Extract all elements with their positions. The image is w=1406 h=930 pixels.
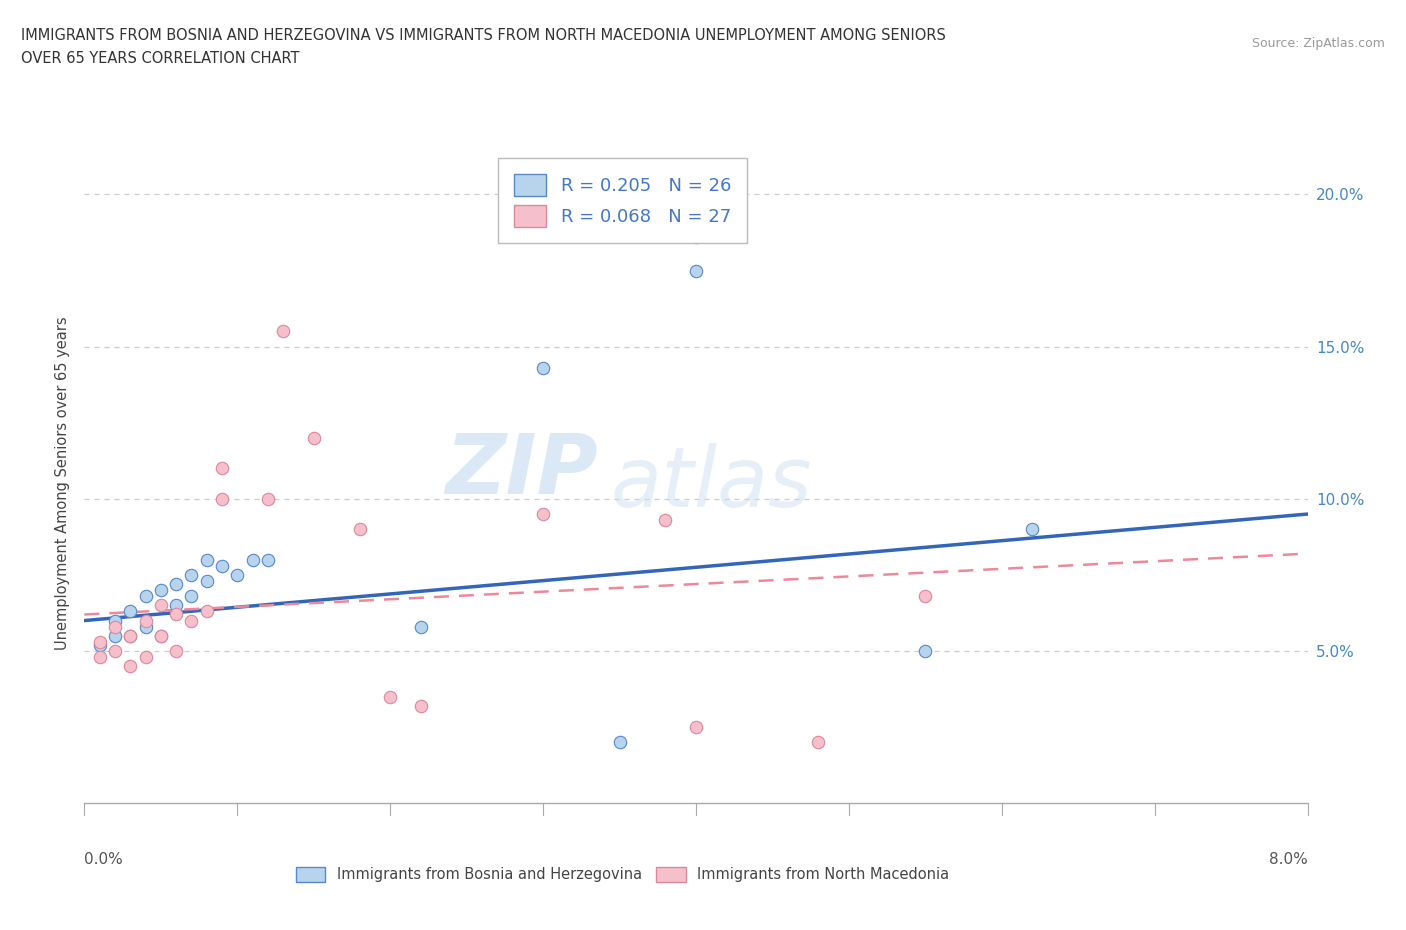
Point [242, 552, 264, 567]
Point [120, 658, 142, 673]
Point [149, 583, 172, 598]
Text: 0.0%: 0.0% [84, 852, 124, 867]
Point [180, 589, 202, 604]
Legend: Immigrants from Bosnia and Herzegovina, Immigrants from North Macedonia: Immigrants from Bosnia and Herzegovina, … [290, 861, 955, 888]
Text: Source: ZipAtlas.com: Source: ZipAtlas.com [1251, 37, 1385, 50]
Point [165, 577, 187, 591]
Point [531, 361, 554, 376]
Point [302, 431, 325, 445]
Point [409, 619, 432, 634]
Point [120, 629, 142, 644]
Point [120, 604, 142, 618]
Text: ZIP: ZIP [446, 430, 598, 511]
Point [226, 567, 249, 582]
Point [409, 698, 432, 713]
Point [104, 619, 127, 634]
Point [914, 644, 936, 658]
Point [135, 619, 157, 634]
Text: atlas: atlas [610, 443, 813, 525]
Point [195, 552, 218, 567]
Point [271, 324, 294, 339]
Point [165, 644, 187, 658]
Point [1021, 522, 1043, 537]
Point [89, 634, 111, 649]
Point [211, 558, 233, 573]
Point [149, 629, 172, 644]
Point [257, 552, 280, 567]
Point [89, 650, 111, 665]
Point [135, 613, 157, 628]
Point [104, 613, 127, 628]
Point [195, 604, 218, 618]
Point [531, 507, 554, 522]
Point [149, 629, 172, 644]
Point [135, 650, 157, 665]
Point [685, 230, 707, 245]
Text: OVER 65 YEARS CORRELATION CHART: OVER 65 YEARS CORRELATION CHART [21, 51, 299, 66]
Point [685, 263, 707, 278]
Point [349, 522, 371, 537]
Point [120, 629, 142, 644]
Point [104, 629, 127, 644]
Point [609, 735, 631, 750]
Point [914, 589, 936, 604]
Point [380, 689, 402, 704]
Point [89, 637, 111, 652]
Point [180, 567, 202, 582]
Point [654, 512, 676, 527]
Text: IMMIGRANTS FROM BOSNIA AND HERZEGOVINA VS IMMIGRANTS FROM NORTH MACEDONIA UNEMPL: IMMIGRANTS FROM BOSNIA AND HERZEGOVINA V… [21, 28, 946, 43]
Point [165, 607, 187, 622]
Text: 8.0%: 8.0% [1268, 852, 1308, 867]
Point [165, 598, 187, 613]
Y-axis label: Unemployment Among Seniors over 65 years: Unemployment Among Seniors over 65 years [55, 317, 70, 650]
Point [104, 644, 127, 658]
Point [180, 613, 202, 628]
Point [135, 589, 157, 604]
Point [149, 598, 172, 613]
Point [195, 574, 218, 589]
Point [807, 735, 830, 750]
Point [685, 720, 707, 735]
Point [257, 491, 280, 506]
Point [211, 491, 233, 506]
Point [211, 461, 233, 476]
